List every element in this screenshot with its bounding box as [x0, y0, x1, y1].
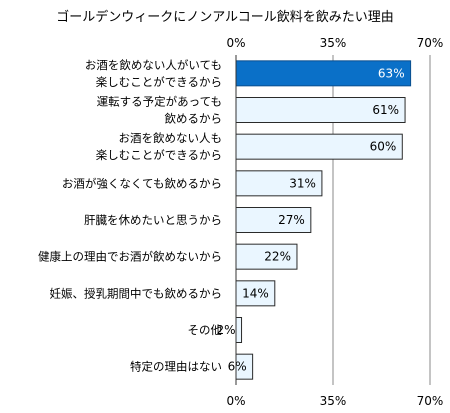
data-label-3: 31% [289, 176, 316, 190]
top-tick-label-1: 35% [320, 36, 347, 50]
category-label-5: 健康上の理由でお酒が飲めないから [38, 250, 222, 264]
category-label-8: 特定の理由はない [130, 360, 222, 374]
bar-2 [235, 133, 403, 160]
category-label-7: その他 [188, 323, 223, 337]
top-tick-label-2: 70% [417, 36, 444, 50]
data-label-4: 27% [278, 213, 305, 227]
bar-7 [235, 317, 243, 343]
data-label-1: 61% [372, 103, 399, 117]
category-label-0-line-1: 楽しむことができるから [96, 75, 222, 89]
category-label-2-line-1: 楽しむことができるから [96, 148, 222, 162]
bottom-tick-label-2: 70% [417, 394, 444, 408]
category-label-4: 肝臓を休めたいと思うから [84, 213, 222, 227]
data-label-6: 14% [242, 286, 269, 300]
bar-4 [235, 207, 312, 233]
bar-0 [235, 60, 412, 87]
bar-5 [235, 243, 298, 270]
bar-6 [235, 280, 276, 307]
data-label-0: 63% [378, 66, 405, 80]
bottom-tick-label-1: 35% [320, 394, 347, 408]
category-label-3: お酒が強くなくても飲めるから [62, 176, 222, 190]
chart-title: ゴールデンウィークにノンアルコール飲料を飲みたい理由 [56, 10, 394, 25]
data-label-8: 6% [228, 360, 247, 374]
bottom-tick-label-0: 0% [226, 394, 245, 408]
category-label-1-line-0: 運転する予定があっても [97, 95, 222, 109]
category-label-6: 妊娠、授乳期間中でも飲めるから [50, 286, 223, 300]
category-label-2-line-0: お酒を飲めない人も [119, 131, 223, 145]
bar-3 [235, 170, 323, 197]
category-label-0-line-0: お酒を飲めない人がいても [85, 58, 222, 72]
top-tick-label-0: 0% [226, 36, 245, 50]
data-label-7: 2% [216, 323, 235, 337]
data-label-2: 60% [370, 140, 397, 154]
category-label-1-line-1: 飲めるから [165, 112, 223, 126]
data-label-5: 22% [264, 250, 291, 264]
